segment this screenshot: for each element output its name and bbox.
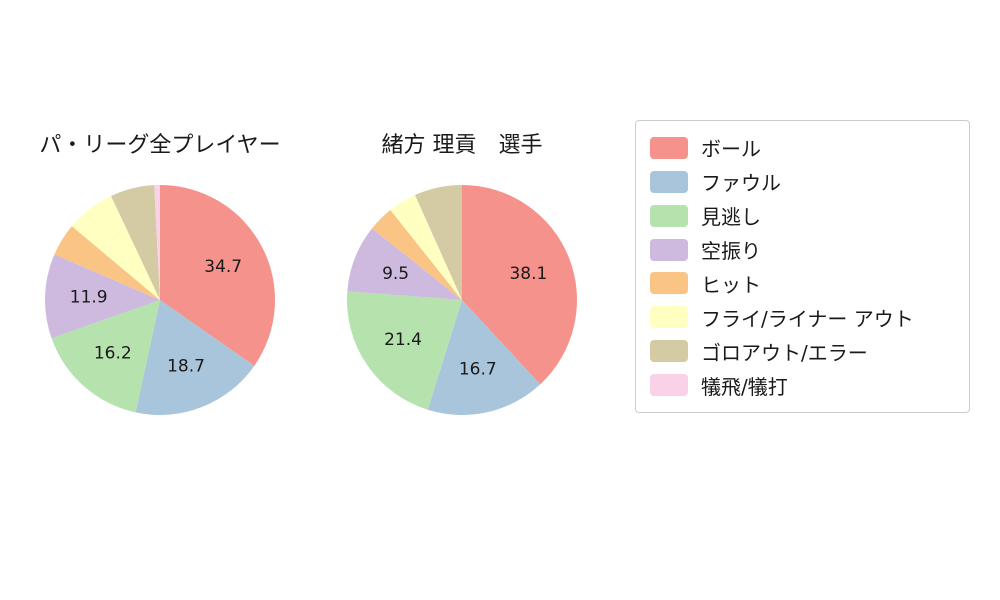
legend-label: 空振り — [701, 239, 761, 264]
pie-slice-5 — [71, 195, 160, 300]
pie-slice-0 — [462, 185, 577, 385]
legend-swatch — [650, 272, 688, 295]
pie-slice-2 — [51, 300, 160, 413]
left-pie-chart: 34.7 18.7 16.2 11.9 — [45, 185, 275, 416]
legend-swatch — [650, 204, 688, 227]
legend-swatch — [650, 340, 688, 363]
pie-slice-value: 38.1 — [509, 264, 547, 284]
legend-item: ボール — [650, 133, 969, 162]
pie-slice-1 — [135, 300, 255, 416]
legend-swatch — [650, 170, 688, 193]
pie-slice-7 — [154, 185, 160, 300]
legend-item: ファウル — [650, 167, 969, 196]
pie-slice-1 — [427, 300, 541, 415]
legend: ボールファウル見逃し空振りヒットフライ/ライナー アウト ゴロアウト/エラー 犠飛/… — [635, 120, 970, 413]
pie-slice-value: 21.4 — [384, 330, 422, 350]
legend-item: ゴロアウト/エラー — [650, 337, 969, 366]
legend-label: 見逃し — [701, 205, 761, 230]
pie-slice-value: 9.5 — [382, 264, 409, 284]
legend-label: ファウル — [701, 171, 781, 196]
legend-swatch — [650, 306, 688, 329]
legend-label: フライ/ライナー アウト — [701, 306, 914, 331]
pie-slice-2 — [347, 291, 462, 410]
pie-slice-value: 16.7 — [459, 360, 497, 380]
pie-slice-6 — [111, 185, 160, 300]
legend-item: 空振り — [650, 235, 969, 264]
pie-slice-value: 11.9 — [70, 288, 108, 308]
right-pie-chart: 38.1 16.7 21.4 9.5 — [347, 185, 577, 415]
legend-swatch — [650, 374, 688, 397]
pie-slice-5 — [390, 195, 462, 300]
legend-item: 見逃し — [650, 201, 969, 230]
pie-slice-value: 18.7 — [167, 356, 205, 376]
right-pie-title: 緒方 理貢 選手 — [381, 133, 543, 158]
legend-item: 犠飛/犠打 — [650, 371, 969, 400]
legend-label: 犠飛/犠打 — [701, 374, 788, 399]
legend-swatch — [650, 238, 688, 261]
pie-slice-3 — [45, 254, 160, 339]
legend-swatch — [650, 136, 688, 159]
legend-item: ヒット — [650, 269, 969, 298]
legend-item: フライ/ライナー アウト — [650, 303, 969, 332]
pie-slice-4 — [54, 226, 160, 300]
pie-slice-4 — [372, 210, 462, 300]
legend-label: ボール — [701, 137, 761, 162]
left-pie-title: パ・リーグ全プレイヤー — [39, 133, 281, 158]
legend-label: ゴロアウト/エラー — [701, 340, 868, 365]
pie-slice-0 — [160, 185, 275, 366]
pie-slice-6 — [415, 185, 462, 300]
pie-slice-3 — [347, 228, 462, 300]
pie-slice-value: 16.2 — [94, 344, 132, 364]
pie-slice-value: 34.7 — [204, 257, 242, 277]
legend-label: ヒット — [701, 272, 761, 297]
